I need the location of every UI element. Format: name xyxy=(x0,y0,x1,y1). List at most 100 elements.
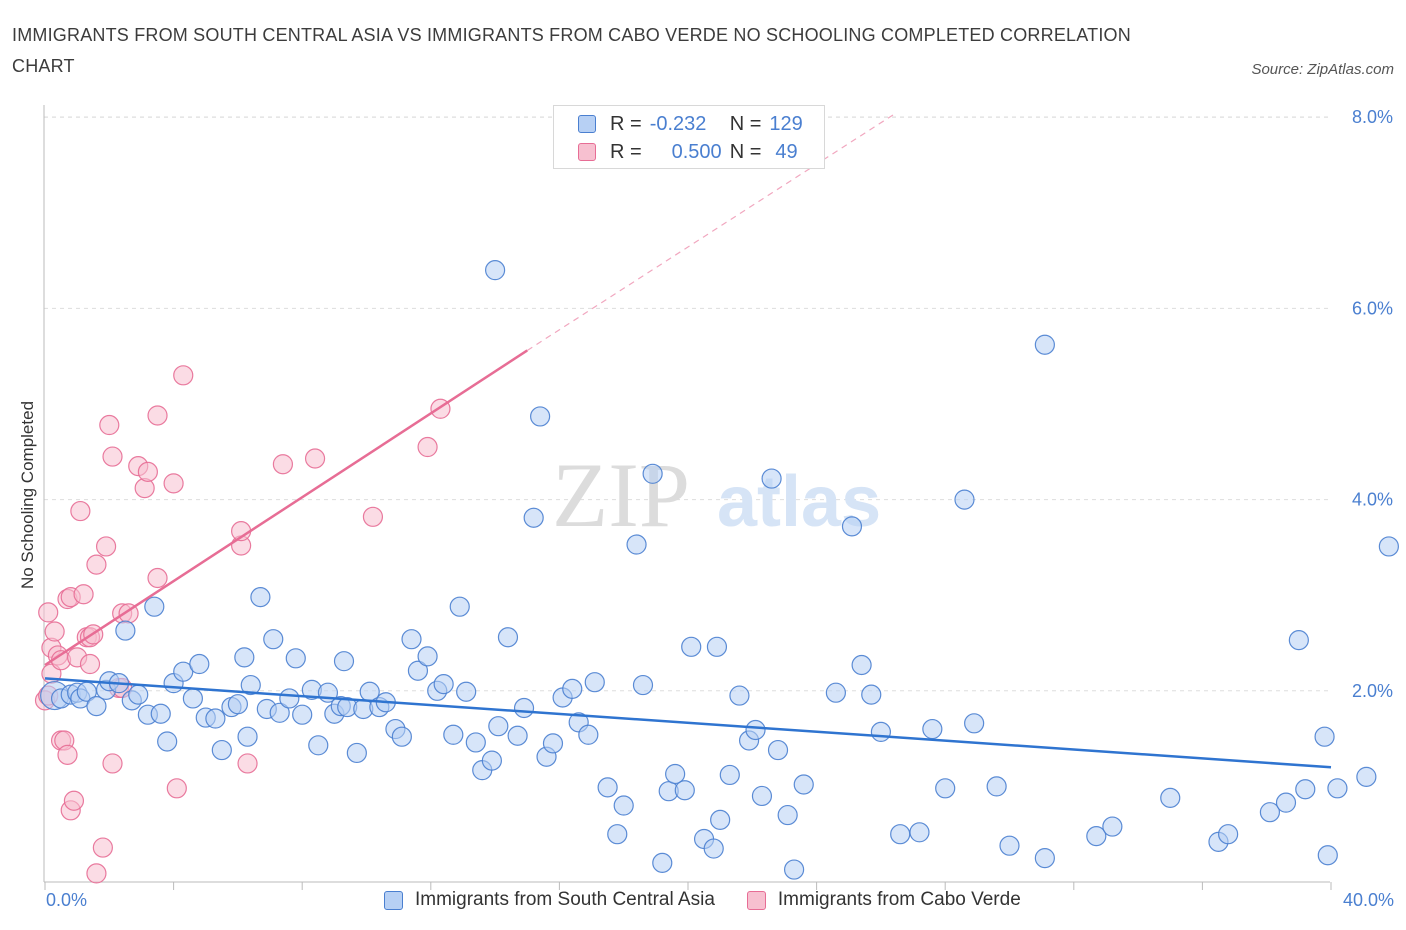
data-point xyxy=(144,596,165,617)
data-point xyxy=(433,674,454,695)
data-point xyxy=(86,695,107,717)
data-point xyxy=(237,753,258,774)
series-south-central-asia xyxy=(40,260,1399,880)
data-point xyxy=(632,674,654,696)
y-tick-label: 2.0% xyxy=(1352,681,1393,701)
data-point xyxy=(292,704,313,725)
data-point xyxy=(38,602,59,623)
data-point xyxy=(1356,766,1377,787)
data-point xyxy=(999,835,1020,856)
y-tick-label: 6.0% xyxy=(1352,298,1393,318)
x-axis-max-label: 40.0% xyxy=(1342,890,1394,910)
data-point xyxy=(1218,824,1239,845)
data-point xyxy=(935,778,956,799)
data-point xyxy=(86,863,107,884)
series-cabo-verde xyxy=(34,365,451,884)
data-point xyxy=(417,436,438,458)
trend-line-south-central-asia xyxy=(44,677,1332,769)
legend-label-south-central-asia: Immigrants from South Central Asia xyxy=(415,889,715,910)
data-point xyxy=(269,702,290,723)
data-point xyxy=(70,500,91,522)
data-point xyxy=(1295,779,1316,800)
axes xyxy=(43,105,1332,890)
data-point xyxy=(1288,630,1309,651)
data-point xyxy=(530,406,551,427)
legend-swatch-blue xyxy=(578,115,596,133)
data-point xyxy=(92,837,113,858)
data-point xyxy=(456,681,477,702)
data-point xyxy=(263,629,284,650)
data-point xyxy=(234,647,255,668)
data-point xyxy=(1378,536,1399,557)
legend-row-blue: R = -0.232 N = 129 xyxy=(578,111,803,137)
data-point xyxy=(401,629,422,650)
legend-n-value: 49 xyxy=(775,140,798,163)
data-point xyxy=(607,824,628,845)
data-point xyxy=(481,750,502,771)
data-point xyxy=(488,716,509,737)
data-point xyxy=(227,694,248,715)
data-point xyxy=(523,507,544,528)
data-point xyxy=(308,735,329,756)
data-point xyxy=(578,724,599,745)
data-point xyxy=(137,461,158,482)
data-point xyxy=(166,778,187,799)
data-point xyxy=(729,685,750,706)
data-point xyxy=(1160,787,1181,808)
data-point xyxy=(681,636,702,657)
data-point xyxy=(751,785,773,807)
data-point xyxy=(237,726,258,747)
data-point xyxy=(1086,826,1107,847)
grid-lines xyxy=(44,116,1330,692)
data-point xyxy=(134,478,155,499)
data-point xyxy=(272,454,294,475)
data-point xyxy=(304,448,326,469)
y-tick-labels: 2.0% 4.0% 6.0% 8.0% xyxy=(1352,107,1393,701)
data-point xyxy=(841,516,863,537)
data-point xyxy=(703,838,724,859)
data-point xyxy=(825,682,846,703)
data-point xyxy=(128,684,149,705)
data-point xyxy=(719,764,740,786)
legend-label-cabo-verde: Immigrants from Cabo Verde xyxy=(777,889,1021,910)
data-point xyxy=(279,688,300,709)
data-point xyxy=(147,405,168,426)
data-point xyxy=(449,596,470,617)
trend-line-cabo-verde xyxy=(44,349,528,667)
data-point xyxy=(485,260,506,281)
data-point xyxy=(205,708,226,729)
legend-r-label: R = xyxy=(610,112,642,135)
data-point xyxy=(147,567,168,589)
data-point xyxy=(626,534,647,555)
data-point xyxy=(102,753,123,774)
data-point xyxy=(346,742,367,764)
data-point xyxy=(861,684,882,705)
data-point xyxy=(1102,816,1123,837)
legend-n-label: N = xyxy=(729,112,762,135)
data-point xyxy=(513,697,535,719)
data-point xyxy=(240,674,261,696)
data-point xyxy=(964,713,985,734)
data-point xyxy=(250,587,271,608)
legend-r-value: -0.232 xyxy=(649,112,707,135)
legend-n-label: N = xyxy=(729,140,762,163)
data-point xyxy=(333,651,355,672)
data-point xyxy=(211,739,232,761)
legend-swatch-south-central-asia xyxy=(384,890,403,910)
data-point xyxy=(163,473,184,494)
data-point xyxy=(1034,334,1055,355)
y-axis-label: No Schooling Completed xyxy=(18,401,37,589)
data-point xyxy=(745,719,766,741)
data-point xyxy=(706,636,728,657)
legend-swatch-pink xyxy=(578,143,596,161)
series-legend: Immigrants from South Central Asia Immig… xyxy=(384,889,1021,911)
data-point xyxy=(986,776,1007,797)
data-point xyxy=(115,620,136,641)
data-point xyxy=(63,790,85,811)
data-point xyxy=(150,703,171,724)
data-point xyxy=(285,648,306,669)
source-label: Source: ZipAtlas.com xyxy=(1251,61,1394,78)
data-point xyxy=(1034,847,1055,869)
legend-r-value: 0.500 xyxy=(671,140,722,163)
